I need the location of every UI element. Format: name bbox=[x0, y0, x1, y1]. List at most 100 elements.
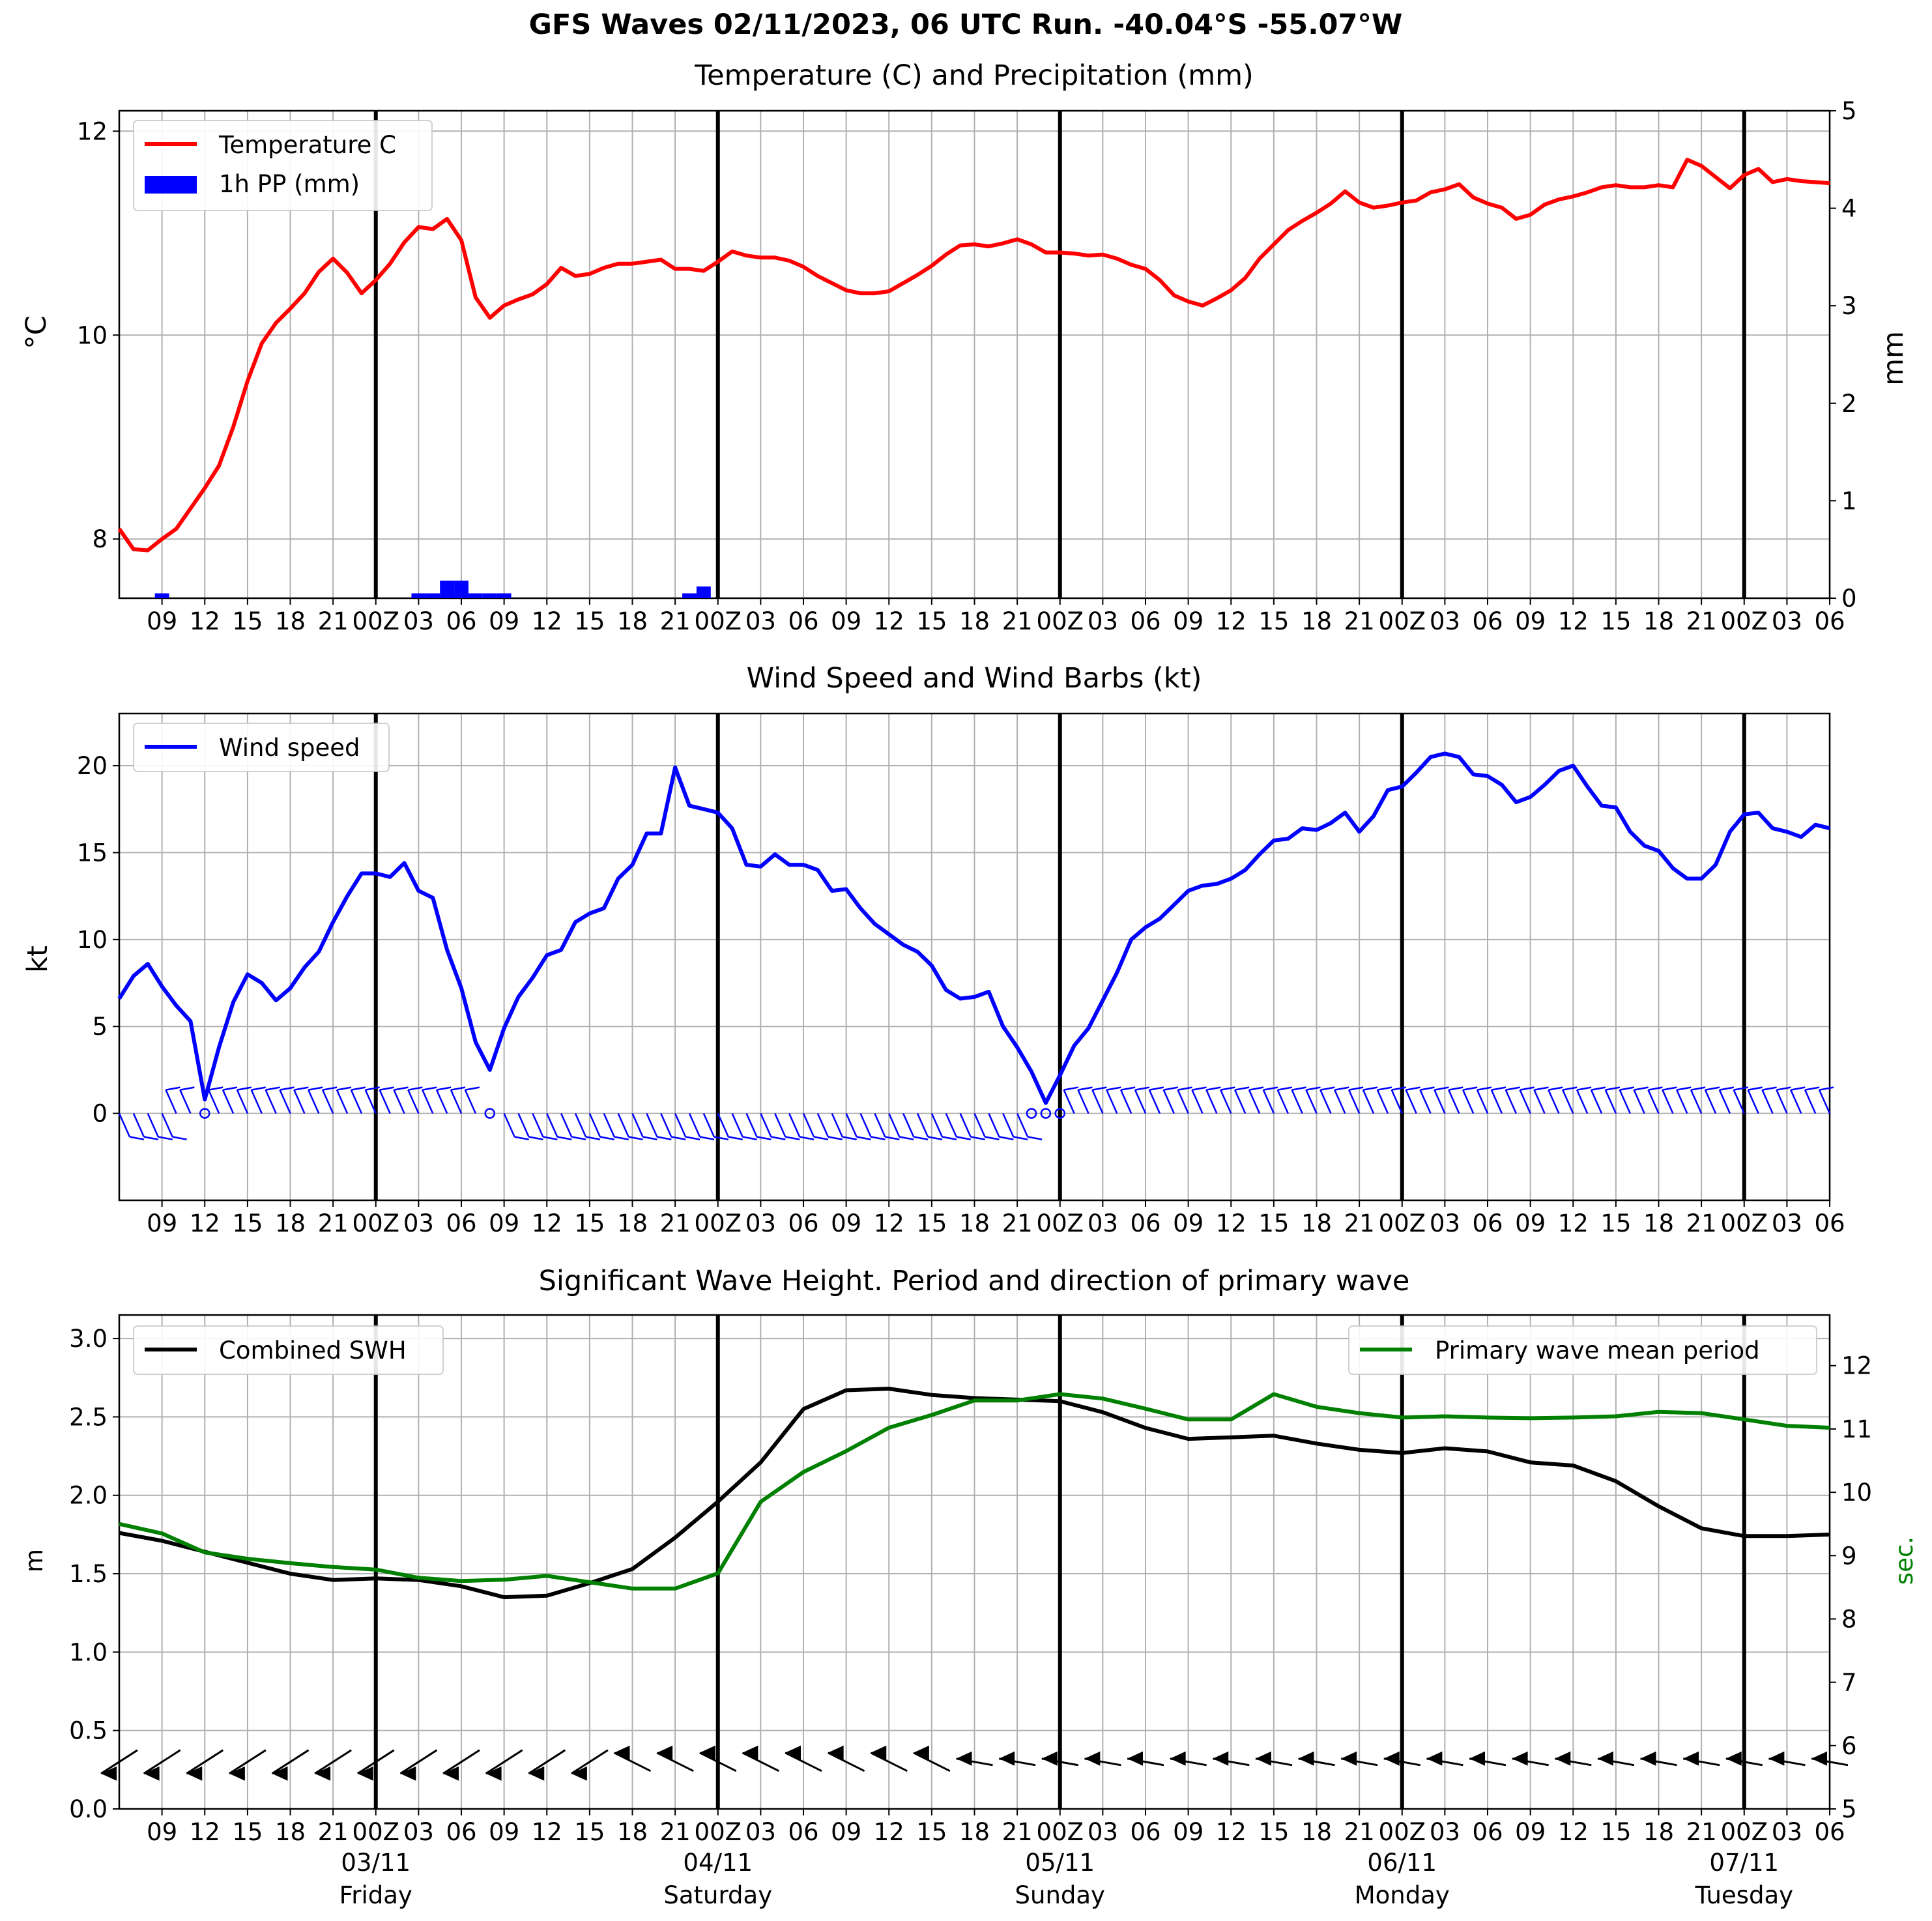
wind-barb-flag bbox=[571, 1136, 586, 1140]
wind-barb-shaft bbox=[1633, 1090, 1645, 1114]
wind-y-axis-label: kt bbox=[22, 946, 54, 973]
wind-barb-shaft bbox=[674, 1113, 687, 1138]
wind-barb-shaft bbox=[1248, 1090, 1261, 1114]
y-tick-label: 1.5 bbox=[69, 1560, 108, 1588]
wave-direction-arrow-shaft bbox=[699, 1752, 737, 1772]
wind-barb-flag bbox=[999, 1136, 1014, 1140]
day-weekday-label: Friday bbox=[339, 1881, 412, 1909]
wind-barb-shaft bbox=[1604, 1090, 1617, 1114]
y-tick-label: 0.5 bbox=[69, 1717, 108, 1745]
wind-barb-shaft bbox=[422, 1090, 434, 1114]
x-tick-label: 00Z bbox=[1721, 607, 1768, 635]
wind-barb-flag bbox=[642, 1136, 657, 1140]
wind-barb-shaft bbox=[902, 1113, 915, 1138]
wind-barb-shaft bbox=[1519, 1090, 1531, 1114]
wind-barb-flag bbox=[336, 1086, 352, 1091]
wind-barb-flag bbox=[514, 1136, 529, 1140]
wave-direction-arrow-head bbox=[742, 1745, 758, 1760]
period-legend: Primary wave mean period bbox=[1348, 1325, 1817, 1375]
day-weekday-label: Monday bbox=[1355, 1881, 1450, 1909]
temperature-legend: Temperature C 1h PP (mm) bbox=[133, 120, 433, 211]
wind-barb-flag bbox=[322, 1086, 338, 1091]
wave-direction-arrow-head bbox=[871, 1745, 887, 1760]
wind-barb-shaft bbox=[1233, 1090, 1247, 1114]
x-tick-label: 15 bbox=[574, 607, 605, 635]
wind-barb-flag bbox=[685, 1136, 700, 1140]
wave-direction-arrow-head bbox=[785, 1745, 801, 1760]
wind-barb-flag bbox=[1013, 1136, 1028, 1140]
x-tick-label: 18 bbox=[1301, 607, 1332, 635]
wind-barb-shaft bbox=[888, 1113, 901, 1138]
x-tick-label: 09 bbox=[831, 1209, 861, 1237]
wind-barb-flag bbox=[1548, 1086, 1563, 1091]
x-tick-label: 03 bbox=[1088, 1818, 1118, 1846]
wind-barb-shaft bbox=[1505, 1090, 1517, 1114]
wind-barb-flag bbox=[1027, 1136, 1043, 1140]
swh-legend-label: Combined SWH bbox=[219, 1336, 407, 1365]
wind-barb-flag bbox=[728, 1136, 743, 1140]
x-tick-label: 21 bbox=[1344, 1209, 1375, 1237]
wind-barb-shaft bbox=[1490, 1090, 1503, 1114]
x-tick-label: 21 bbox=[660, 607, 691, 635]
wind-barb-shaft bbox=[1276, 1090, 1289, 1114]
wave-direction-arrow-shaft bbox=[485, 1749, 523, 1775]
x-tick-label: 15 bbox=[232, 1818, 263, 1846]
wind-barb-shaft bbox=[760, 1113, 772, 1138]
wind-barb-flag bbox=[1791, 1086, 1806, 1091]
x-tick-label: 03 bbox=[403, 1209, 434, 1237]
y-tick-label: 2.0 bbox=[69, 1482, 108, 1510]
x-tick-label: 12 bbox=[1558, 1209, 1589, 1237]
wind-barb-shaft bbox=[1002, 1113, 1015, 1138]
period-y-axis-label: sec. bbox=[1890, 1537, 1918, 1585]
temperature-panel-title: Temperature (C) and Precipitation (mm) bbox=[694, 59, 1254, 92]
x-tick-label: 18 bbox=[617, 1209, 648, 1237]
right-y-tick-label: 12 bbox=[1841, 1352, 1872, 1380]
wind-barb-flag bbox=[899, 1136, 914, 1140]
wind-barb-shaft bbox=[393, 1090, 405, 1114]
wind-barb-flag bbox=[942, 1136, 957, 1140]
wind-barb-shaft bbox=[1119, 1090, 1132, 1114]
x-tick-label: 03 bbox=[403, 607, 434, 635]
wind-barb-flag bbox=[1306, 1086, 1321, 1091]
x-tick-label: 15 bbox=[1600, 607, 1631, 635]
x-tick-label: 00Z bbox=[1037, 607, 1084, 635]
wind-barb-flag bbox=[671, 1136, 686, 1140]
wind-barb-flag bbox=[365, 1086, 380, 1091]
period-legend-box bbox=[1348, 1325, 1817, 1375]
x-tick-label: 21 bbox=[318, 607, 349, 635]
wind-barb-shaft bbox=[118, 1113, 131, 1138]
x-tick-label: 21 bbox=[1002, 607, 1033, 635]
wind-barb-flag bbox=[237, 1086, 252, 1091]
plot-frame bbox=[118, 1314, 1831, 1810]
wave-direction-arrow-shaft bbox=[186, 1749, 224, 1775]
wind-barb-flag bbox=[614, 1136, 629, 1140]
x-tick-label: 09 bbox=[1173, 607, 1204, 635]
y-tick-label: 15 bbox=[77, 839, 108, 867]
wave-direction-arrow-head bbox=[1341, 1751, 1357, 1766]
x-tick-label: 06 bbox=[446, 607, 476, 635]
wave-direction-arrow-head bbox=[657, 1745, 673, 1760]
wind-barb-shaft bbox=[293, 1090, 306, 1114]
wind-barb-shaft bbox=[1220, 1090, 1232, 1114]
wave-direction-arrow-shaft bbox=[656, 1752, 694, 1772]
x-tick-label: 09 bbox=[1515, 1209, 1546, 1237]
x-tick-label: 15 bbox=[916, 1818, 947, 1846]
right-y-tick-label: 7 bbox=[1841, 1669, 1857, 1697]
wind-barb-flag bbox=[1220, 1086, 1235, 1091]
day-weekday-label: Sunday bbox=[1015, 1881, 1105, 1909]
wind-barb-flag bbox=[1719, 1086, 1735, 1091]
wind-barb-shaft bbox=[930, 1113, 944, 1138]
wind-barb-flag bbox=[970, 1136, 985, 1140]
plot-frame bbox=[118, 712, 1831, 1202]
wind-barb-shaft bbox=[336, 1090, 349, 1114]
precipitation-bar bbox=[682, 593, 697, 598]
x-tick-label: 12 bbox=[532, 1209, 562, 1237]
wind-barb-flag bbox=[927, 1136, 943, 1140]
x-tick-label: 18 bbox=[1643, 607, 1674, 635]
wind-barb-shaft bbox=[265, 1090, 277, 1114]
wave-direction-arrow-shaft bbox=[100, 1749, 138, 1775]
x-tick-label: 12 bbox=[190, 1818, 220, 1846]
wind-barb-flag bbox=[1648, 1086, 1663, 1091]
x-tick-label: 00Z bbox=[695, 1209, 742, 1237]
